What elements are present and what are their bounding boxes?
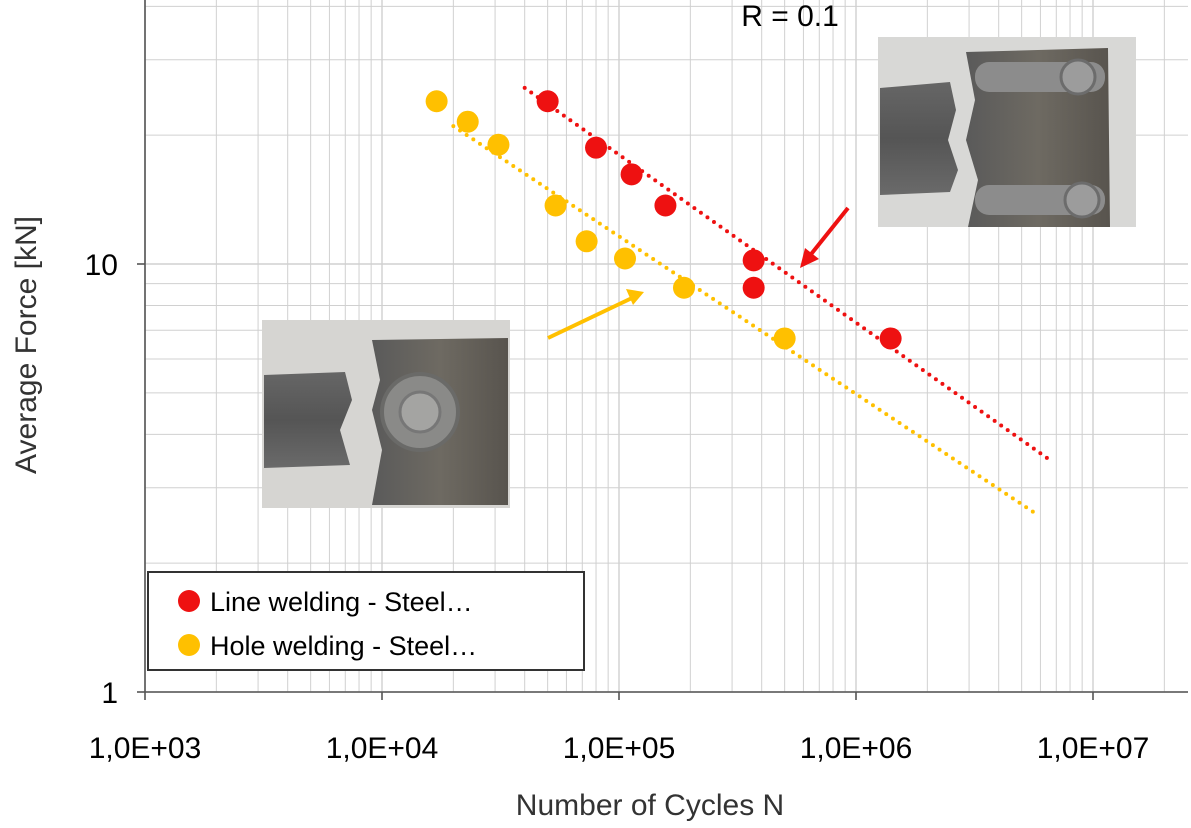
line-weld-specimen-photo [878, 37, 1136, 227]
yellow-arrow [547, 289, 644, 340]
hole-weld-specimen-photo [262, 320, 510, 508]
data-point-series-0 [536, 90, 559, 113]
legend-marker-hole-welding [178, 634, 200, 656]
trendline-series-1 [451, 124, 1039, 517]
data-point-series-1 [487, 133, 510, 156]
red-arrow [800, 206, 850, 268]
data-point-series-1 [425, 90, 448, 113]
legend-label-hole-welding: Hole welding - Steel… [210, 631, 477, 661]
trendlines [451, 85, 1051, 517]
legend-marker-line-welding [178, 590, 200, 612]
trendline-series-0 [522, 85, 1051, 462]
legend-box [147, 571, 585, 671]
data-point-series-1 [613, 247, 636, 270]
data-point-series-0 [654, 194, 677, 217]
legend: Line welding - Steel… Hole welding - Ste… [147, 571, 585, 671]
x-tick-label: 1,0E+07 [1037, 732, 1150, 765]
data-point-series-1 [456, 110, 479, 133]
x-tick-label: 1,0E+04 [326, 732, 439, 765]
data-point-series-1 [672, 276, 695, 299]
x-tick-label: 1,0E+05 [563, 732, 676, 765]
x-tick-label: 1,0E+06 [800, 732, 913, 765]
y-tick-label: 10 [85, 249, 118, 282]
y-axis-label: Average Force [kN] [10, 216, 43, 474]
legend-label-line-welding: Line welding - Steel… [210, 587, 473, 617]
x-tick-label: 1,0E+03 [89, 732, 202, 765]
y-tick-label: 1 [101, 677, 118, 710]
data-point-series-0 [742, 276, 765, 299]
data-point-series-0 [585, 136, 608, 159]
data-point-series-1 [575, 230, 598, 253]
r-ratio-annotation: R = 0.1 [741, 0, 839, 33]
data-point-series-0 [742, 249, 765, 272]
data-point-series-1 [773, 327, 796, 350]
data-point-series-0 [879, 327, 902, 350]
tick-labels: 1,0E+03 1,0E+04 1,0E+05 1,0E+06 1,0E+07 1 10 [85, 249, 1150, 765]
data-point-series-1 [544, 194, 567, 217]
axes [137, 0, 1188, 700]
x-axis-label: Number of Cycles N [516, 789, 784, 822]
data-point-series-0 [620, 163, 643, 186]
data-points [425, 90, 902, 350]
